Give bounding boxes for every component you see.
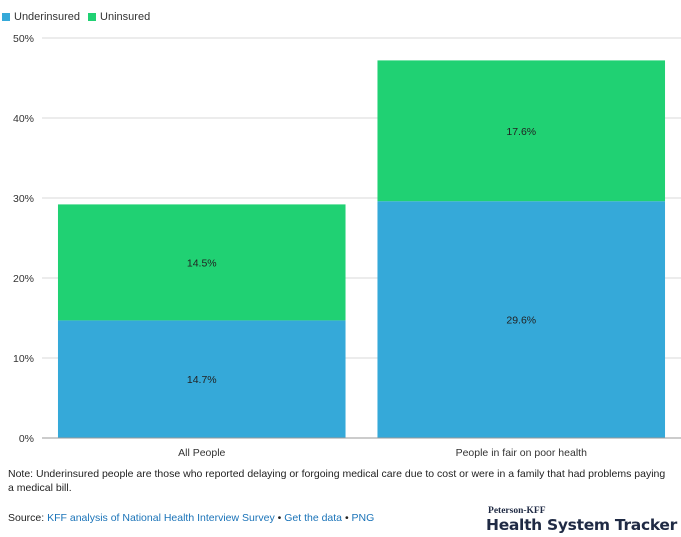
chart-legend: Underinsured Uninsured <box>2 8 158 26</box>
bar-segment-underinsured[interactable] <box>57 320 346 438</box>
bar-segment-underinsured[interactable] <box>377 201 666 438</box>
data-label: 29.6% <box>506 315 536 327</box>
legend-label-underinsured: Underinsured <box>14 11 81 23</box>
y-tick-label: 10% <box>13 353 34 365</box>
data-label: 17.6% <box>506 126 536 138</box>
source-line: Source: KFF analysis of National Health … <box>8 512 374 524</box>
source-prefix: Source: <box>8 512 48 524</box>
y-tick-label: 40% <box>13 113 34 125</box>
bar-segment-uninsured[interactable] <box>57 204 346 321</box>
brand-large-text: Health System Tracker <box>486 516 677 534</box>
legend-item-uninsured[interactable]: Uninsured <box>88 11 150 23</box>
get-the-data-link[interactable]: Get the data <box>284 512 343 524</box>
legend-item-underinsured[interactable]: Underinsured <box>2 11 80 23</box>
source-separator-1: • <box>274 512 285 524</box>
x-tick-label: People in fair on poor health <box>456 447 588 459</box>
bar-segment-uninsured[interactable] <box>377 60 666 202</box>
brand-small-text: Peterson-KFF <box>488 506 546 516</box>
y-tick-label: 30% <box>13 193 34 205</box>
data-label: 14.5% <box>187 257 217 269</box>
source-separator-2: • <box>342 512 352 524</box>
source-link[interactable]: KFF analysis of National Health Intervie… <box>47 512 275 524</box>
legend-label-uninsured: Uninsured <box>100 11 151 23</box>
y-tick-label: 0% <box>19 433 34 445</box>
y-tick-label: 50% <box>13 33 34 45</box>
data-label: 14.7% <box>187 374 217 386</box>
png-link[interactable]: PNG <box>351 512 375 524</box>
brand-logo: Peterson-KFF Health System Tracker <box>486 506 677 534</box>
y-tick-label: 20% <box>13 273 34 285</box>
stacked-bar-chart: 0% 10% 20% 30% 40% 50% 14.7% 14.5% All People 29.… <box>13 33 681 459</box>
x-tick-label: All People <box>178 447 225 459</box>
legend-swatch-uninsured <box>88 13 97 21</box>
legend-swatch-underinsured <box>2 13 10 21</box>
chart-note: Note: Underinsured people are those who … <box>8 468 666 494</box>
